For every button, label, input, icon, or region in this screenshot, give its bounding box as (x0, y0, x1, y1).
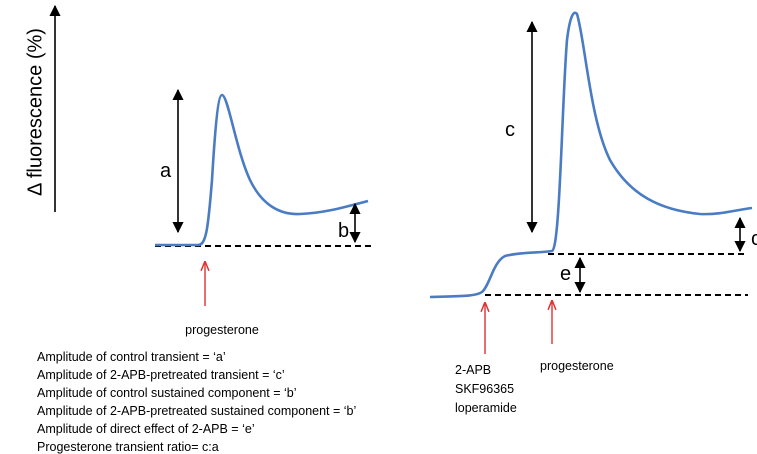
definition: Amplitude of 2-APB-pretreated transient … (37, 368, 285, 382)
stimulus-label: 2-APB (455, 363, 491, 377)
definition: Amplitude of control transient = ‘a’ (37, 350, 226, 364)
definition: Progesterone transient ratio= c:a (37, 440, 219, 454)
label-b: b (338, 220, 349, 242)
stimulus-label: progesterone (185, 323, 259, 337)
definition: Amplitude of direct effect of 2-APB = ‘e… (37, 422, 255, 436)
label-a: a (160, 160, 172, 182)
control-trace (155, 93, 369, 247)
stimulus-label: progesterone (540, 359, 614, 373)
stimulus-label: loperamide (455, 401, 517, 415)
definition: Amplitude of 2-APB-pretreated sustained … (37, 404, 356, 418)
pretreated-trace (429, 11, 753, 299)
label-e: e (560, 263, 571, 285)
definition: Amplitude of control sustained component… (37, 386, 297, 400)
stimulus-label: SKF96365 (455, 382, 514, 396)
label-c-cut: c (751, 228, 757, 250)
label-c: c (505, 119, 515, 141)
y-axis-label: Δ fluorescence (%) (24, 28, 46, 196)
